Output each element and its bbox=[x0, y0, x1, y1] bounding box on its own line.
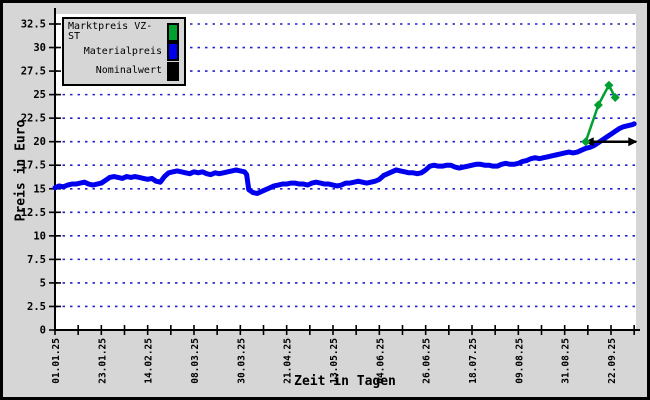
x-tick-label: 30.03.25 bbox=[236, 338, 247, 384]
x-tick-label: 22.09.25 bbox=[607, 338, 618, 384]
y-tick-label: 7.5 bbox=[27, 254, 46, 266]
y-tick-label: 27.5 bbox=[21, 66, 46, 78]
y-tick-label: 2.5 bbox=[27, 301, 46, 313]
nominalwert-swatch-icon bbox=[167, 61, 179, 81]
diamond-marker-icon bbox=[604, 80, 614, 90]
legend: Marktpreis VZ-ST Materialpreis Nominalwe… bbox=[62, 17, 186, 86]
y-tick-label: 17.5 bbox=[21, 160, 46, 172]
x-tick-label: 09.08.25 bbox=[514, 338, 525, 384]
y-tick-label: 0 bbox=[40, 325, 46, 337]
x-tick-label: 18.07.25 bbox=[468, 338, 479, 384]
diamond-marker-icon bbox=[610, 92, 620, 102]
y-tick-label: 25 bbox=[33, 89, 46, 101]
legend-label-marktpreis: Marktpreis VZ-ST bbox=[68, 21, 153, 43]
x-tick-label: 21.04.25 bbox=[283, 338, 294, 384]
x-tick-label: 26.06.25 bbox=[422, 338, 433, 384]
x-tick-label: 08.03.25 bbox=[190, 338, 201, 384]
x-tick-label: 04.06.25 bbox=[375, 338, 386, 384]
y-tick-label: 32.5 bbox=[21, 19, 46, 31]
legend-label-nominalwert: Nominalwert bbox=[95, 65, 162, 77]
legend-row: Marktpreis VZ-ST bbox=[68, 22, 179, 42]
materialpreis-swatch-icon bbox=[167, 42, 179, 62]
materialpreis-line bbox=[52, 121, 637, 196]
marktpreis-swatch-icon bbox=[167, 22, 179, 42]
y-tick-label: 12.5 bbox=[21, 207, 46, 219]
x-tick-label: 31.08.25 bbox=[561, 338, 572, 384]
diamond-marker-icon bbox=[581, 137, 591, 147]
x-tick-label: 23.01.25 bbox=[97, 338, 108, 384]
y-tick-label: 5 bbox=[40, 277, 46, 289]
legend-row: Materialpreis bbox=[68, 42, 179, 62]
nominalwert-right-arrow-icon bbox=[628, 137, 638, 147]
y-tick-label: 30 bbox=[33, 42, 46, 54]
diamond-marker-icon bbox=[593, 100, 603, 110]
marktpreis-line bbox=[584, 83, 617, 143]
legend-label-materialpreis: Materialpreis bbox=[83, 45, 162, 57]
y-tick-label: 10 bbox=[33, 230, 46, 242]
x-tick-label: 14.02.25 bbox=[144, 338, 155, 384]
y-tick-label: 20 bbox=[33, 136, 46, 148]
y-axis-title: Preis in Euro bbox=[13, 119, 29, 222]
x-tick-label: 13.05.25 bbox=[329, 338, 340, 384]
x-tick-label: 01.01.25 bbox=[51, 338, 62, 384]
y-tick-label: 15 bbox=[33, 183, 46, 195]
y-tick-label: 22.5 bbox=[21, 113, 46, 125]
x-axis-title: Zeit in Tagen bbox=[294, 374, 396, 389]
legend-row: Nominalwert bbox=[68, 61, 179, 81]
